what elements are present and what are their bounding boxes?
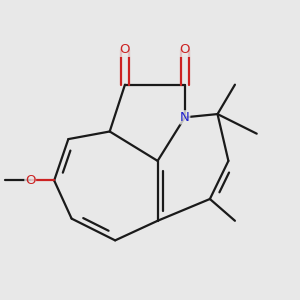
Text: O: O (120, 43, 130, 56)
Text: N: N (180, 111, 190, 124)
Text: O: O (180, 43, 190, 56)
Text: O: O (25, 174, 35, 187)
